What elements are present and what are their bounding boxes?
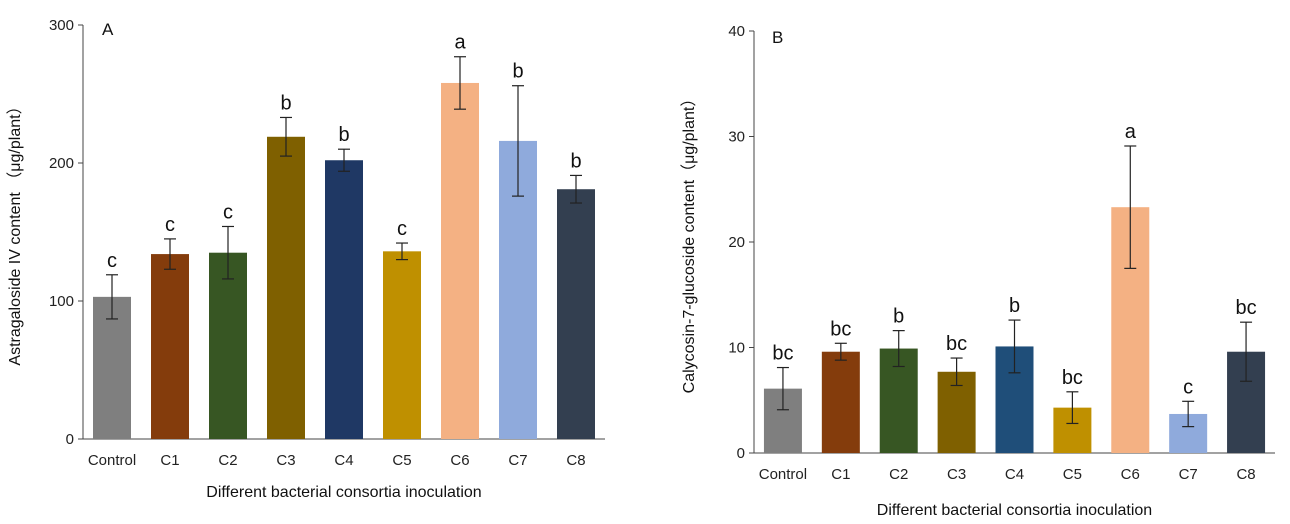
x-axis-title: Different bacterial consortia inoculatio…: [206, 484, 481, 501]
x-tick-label: C3: [947, 466, 966, 483]
x-tick-label: C2: [889, 466, 908, 483]
y-tick-label: 30: [728, 129, 745, 146]
significance-letter: b: [512, 61, 523, 83]
x-tick-label: C6: [450, 452, 469, 469]
significance-letter: b: [1009, 295, 1020, 317]
chart-panel-a: 0 100 200 300 c Control c C1 c C2 b C3 b C4 c C5 a C6 b C7 b…: [6, 17, 605, 501]
bar-c4: [325, 160, 363, 440]
bar-c1: [151, 254, 189, 439]
significance-letter: bc: [1062, 367, 1083, 389]
y-axis-title: Astragaloside IV content （μg/plant）: [6, 98, 24, 365]
x-tick-label: Control: [88, 452, 136, 469]
bar-c8: [557, 189, 595, 439]
significance-letter: c: [223, 201, 233, 223]
bar-c1: [821, 351, 860, 453]
significance-letter: b: [338, 124, 349, 146]
x-tick-label: C1: [160, 452, 179, 469]
significance-letter: bc: [946, 333, 967, 355]
y-tick-label: 0: [66, 431, 74, 448]
significance-letter: bc: [772, 343, 793, 365]
x-tick-label: C4: [334, 452, 353, 469]
significance-letter: bc: [830, 318, 851, 340]
significance-letter: a: [454, 32, 466, 54]
y-tick-label: 100: [49, 293, 74, 310]
x-tick-label: C2: [218, 452, 237, 469]
bar-c6: [441, 82, 479, 440]
significance-letter: b: [280, 92, 291, 114]
x-tick-label: Control: [759, 466, 807, 483]
bar-c5: [383, 251, 421, 439]
y-tick-label: 0: [737, 445, 745, 462]
bar-c3: [267, 136, 305, 439]
x-tick-label: C3: [276, 452, 295, 469]
significance-letter: b: [570, 150, 581, 172]
x-axis-title: Different bacterial consortia inoculatio…: [877, 502, 1152, 519]
significance-letter: c: [107, 250, 117, 272]
x-tick-label: C8: [566, 452, 585, 469]
x-tick-label: C8: [1236, 466, 1255, 483]
significance-letter: a: [1125, 121, 1137, 143]
significance-letter: c: [1183, 376, 1193, 398]
x-tick-label: C7: [1179, 466, 1198, 483]
y-axis-title: Calycosin-7-glucoside content（μg/plant）: [680, 91, 698, 394]
significance-letter: c: [165, 214, 175, 236]
x-tick-label: C7: [508, 452, 527, 469]
x-tick-label: C4: [1005, 466, 1024, 483]
bar-control: [93, 296, 131, 439]
y-tick-label: 10: [728, 340, 745, 357]
significance-letter: c: [397, 218, 407, 240]
x-tick-label: C1: [831, 466, 850, 483]
chart-panel-b: 0 10 20 30 40 bc Control bc C1 b C2 bc C3 b C4 bc C5 a C6 c…: [680, 23, 1275, 519]
x-tick-label: C6: [1121, 466, 1140, 483]
x-tick-label: C5: [1063, 466, 1082, 483]
panel-label: B: [772, 28, 783, 47]
x-tick-label: C5: [392, 452, 411, 469]
bar-c2: [209, 252, 247, 439]
panel-label: A: [102, 20, 114, 39]
y-tick-label: 200: [49, 155, 74, 172]
y-tick-label: 20: [728, 234, 745, 251]
significance-letter: b: [893, 306, 904, 328]
y-tick-label: 300: [49, 17, 74, 34]
significance-letter: bc: [1235, 297, 1256, 319]
y-tick-label: 40: [728, 23, 745, 40]
